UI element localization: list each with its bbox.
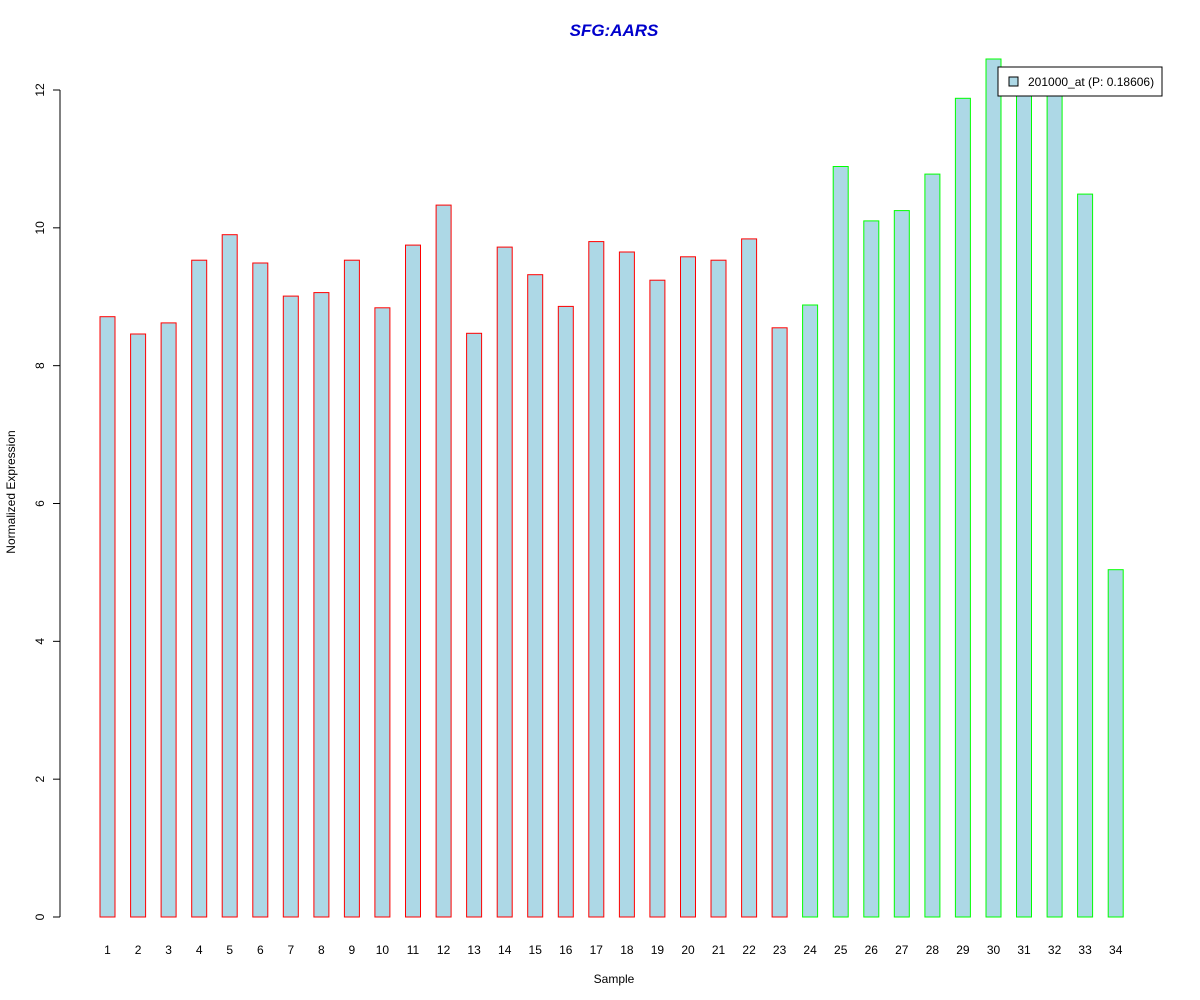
bar-3 [160,322,177,918]
bar-14 [496,246,513,918]
y-tick-label-0: 0 [33,913,47,920]
bar-7 [282,295,299,918]
x-tick-label-29: 29 [956,943,970,957]
legend-box [997,66,1163,97]
bar-31 [1016,86,1032,918]
x-tick-labels: 1 2 3 4 5 6 7 8 9 10 11 12 13 14 15 16 17 18 19 20 21 22 23 24 2… [104,943,1123,957]
x-tick-label-1: 1 [104,943,111,957]
x-axis-label: Sample [594,972,635,986]
x-tick-label-21: 21 [712,943,726,957]
bar-6 [252,262,269,918]
x-tick-label-22: 22 [742,943,756,957]
legend-swatch [1008,76,1019,87]
y-tick-label-10: 10 [33,221,47,235]
x-tick-label-12: 12 [437,943,451,957]
x-tick-label-31: 31 [1017,943,1031,957]
x-tick-label-30: 30 [987,943,1001,957]
x-tick-label-25: 25 [834,943,848,957]
bar-27 [893,210,910,918]
bar-32 [1046,86,1063,918]
y-axis-label: Normalized Expression [4,430,18,553]
bar-19 [649,279,666,918]
bars-group [99,58,1124,918]
bar-10 [374,307,391,918]
x-tick-label-13: 13 [467,943,481,957]
x-tick-label-16: 16 [559,943,573,957]
bar-26 [863,220,880,918]
bar-24 [802,304,819,918]
x-tick-label-19: 19 [651,943,665,957]
y-axis: 0 2 4 6 8 10 12 [33,83,61,920]
x-tick-label-24: 24 [803,943,817,957]
bar-21 [710,259,727,918]
y-tick-label-6: 6 [33,500,47,507]
bar-22 [741,238,758,918]
x-tick-label-27: 27 [895,943,909,957]
bar-8 [313,292,330,918]
bar-34 [1107,569,1124,918]
x-tick-label-23: 23 [773,943,787,957]
x-tick-label-18: 18 [620,943,634,957]
x-tick-label-4: 4 [196,943,203,957]
bar-16 [557,305,574,918]
x-tick-label-10: 10 [376,943,390,957]
x-tick-label-28: 28 [926,943,940,957]
bar-29 [954,97,971,918]
bar-9 [343,259,360,918]
x-tick-label-3: 3 [165,943,172,957]
bar-5 [221,234,238,918]
x-tick-label-34: 34 [1109,943,1123,957]
y-tick-label-2: 2 [33,776,47,783]
x-tick-label-6: 6 [257,943,264,957]
x-tick-label-20: 20 [681,943,695,957]
x-tick-label-8: 8 [318,943,325,957]
legend: 201000_at (P: 0.18606) [997,66,1163,97]
x-tick-label-32: 32 [1048,943,1062,957]
x-tick-label-9: 9 [349,943,356,957]
bar-1 [99,316,116,918]
legend-label: 201000_at (P: 0.18606) [1028,75,1154,89]
bar-20 [680,256,696,918]
x-tick-label-33: 33 [1078,943,1092,957]
bar-2 [130,333,147,918]
x-tick-label-5: 5 [226,943,233,957]
bar-4 [191,259,208,918]
x-tick-label-7: 7 [287,943,294,957]
bar-13 [466,332,483,918]
x-tick-label-2: 2 [135,943,142,957]
bar-18 [618,251,635,918]
x-tick-label-14: 14 [498,943,512,957]
x-tick-label-11: 11 [407,943,420,957]
x-tick-label-26: 26 [865,943,879,957]
y-tick-label-8: 8 [33,362,47,369]
bar-30 [985,58,1002,918]
bar-28 [924,173,941,918]
x-tick-label-17: 17 [590,943,604,957]
chart-title: SFG:AARS [570,21,659,40]
x-tick-label-15: 15 [529,943,543,957]
bar-12 [435,204,452,918]
bar-15 [527,274,544,918]
bar-17 [588,241,605,918]
y-tick-label-12: 12 [33,83,47,97]
bar-23 [771,327,788,918]
bar-11 [405,244,421,918]
y-tick-label-4: 4 [33,638,47,645]
bar-33 [1077,193,1094,918]
bar-25 [832,166,849,918]
